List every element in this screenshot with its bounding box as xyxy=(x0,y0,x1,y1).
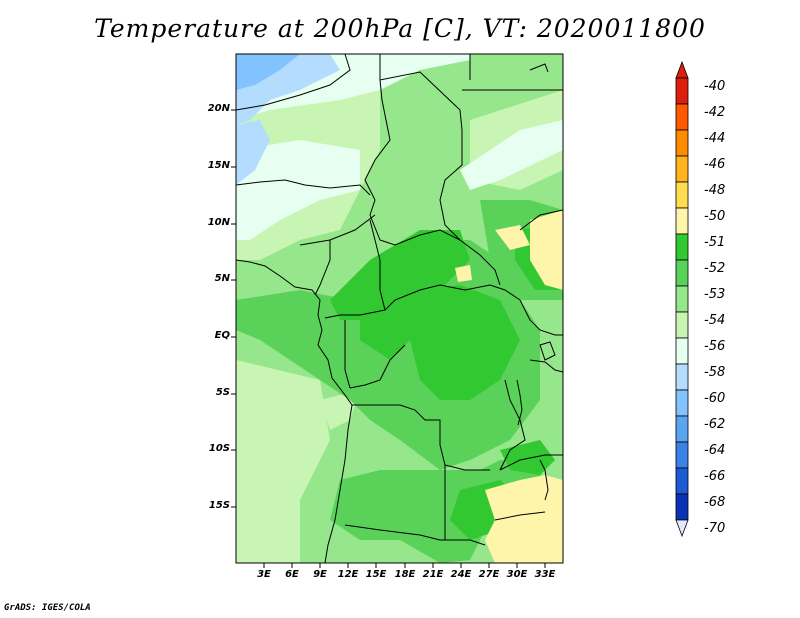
lat-label: 20N xyxy=(207,103,230,114)
colorbar-swatch xyxy=(675,389,689,417)
lon-label: 15E xyxy=(365,569,387,580)
colorbar-swatch xyxy=(675,363,689,391)
colorbar-label: -44 xyxy=(704,131,726,146)
colorbar-swatch xyxy=(675,337,689,365)
colorbar-label: -40 xyxy=(704,79,726,94)
colorbar-swatch xyxy=(675,415,689,443)
lat-label: 15N xyxy=(207,160,230,171)
lat-label: 10N xyxy=(207,217,230,228)
colorbar-swatch xyxy=(675,259,689,287)
lon-label: 18E xyxy=(394,569,416,580)
colorbar-swatch xyxy=(675,285,689,313)
colorbar-label: -60 xyxy=(704,391,726,406)
colorbar-label: -58 xyxy=(704,365,726,380)
lon-label: 6E xyxy=(285,569,299,580)
colorbar-swatch xyxy=(675,311,689,339)
lat-label: 10S xyxy=(208,443,230,454)
colorbar-label: -54 xyxy=(704,313,726,328)
colorbar-label: -50 xyxy=(704,209,726,224)
lon-label: 21E xyxy=(422,569,444,580)
colorbar-label: -53 xyxy=(704,287,726,302)
colorbar-swatch xyxy=(675,441,689,469)
lon-label: 33E xyxy=(534,569,556,580)
axis-ticks xyxy=(231,109,546,568)
colorbar-label: -68 xyxy=(704,495,726,510)
colorbar-label: -46 xyxy=(704,157,726,172)
lat-label: 5S xyxy=(215,387,230,398)
colorbar-label: -66 xyxy=(704,469,726,484)
colorbar-label: -48 xyxy=(704,183,726,198)
lon-label: 30E xyxy=(506,569,528,580)
country-borders xyxy=(236,54,563,563)
colorbar-swatch xyxy=(675,467,689,495)
colorbar-swatch xyxy=(675,155,689,183)
colorbar-swatch xyxy=(675,103,689,131)
colorbar-label: -70 xyxy=(704,521,726,536)
colorbar-label: -51 xyxy=(704,235,726,250)
colorbar-arrow-top xyxy=(675,60,689,79)
colorbar-swatch xyxy=(675,77,689,105)
colorbar-swatch xyxy=(675,129,689,157)
lon-label: 12E xyxy=(337,569,359,580)
temperature-field xyxy=(236,54,563,563)
map-title: Temperature at 200hPa [C], VT: 202001180… xyxy=(94,14,706,43)
colorbar-label: -62 xyxy=(704,417,726,432)
lon-label: 9E xyxy=(313,569,327,580)
lat-label: EQ xyxy=(214,330,230,341)
colorbar-label: -56 xyxy=(704,339,726,354)
lon-label: 3E xyxy=(257,569,271,580)
colorbar-arrow-bottom xyxy=(675,519,689,538)
colorbar xyxy=(675,60,689,538)
colorbar-swatch xyxy=(675,493,689,521)
lat-label: 5N xyxy=(214,273,230,284)
credit-text: GrADS: IGES/COLA xyxy=(4,603,91,613)
colorbar-swatch xyxy=(675,207,689,235)
colorbar-label: -64 xyxy=(704,443,726,458)
lon-label: 24E xyxy=(450,569,472,580)
map-frame xyxy=(235,53,564,564)
lon-label: 27E xyxy=(478,569,500,580)
colorbar-label: -52 xyxy=(704,261,726,276)
colorbar-swatch xyxy=(675,233,689,261)
colorbar-label: -42 xyxy=(704,105,726,120)
lat-label: 15S xyxy=(208,500,230,511)
colorbar-swatch xyxy=(675,181,689,209)
